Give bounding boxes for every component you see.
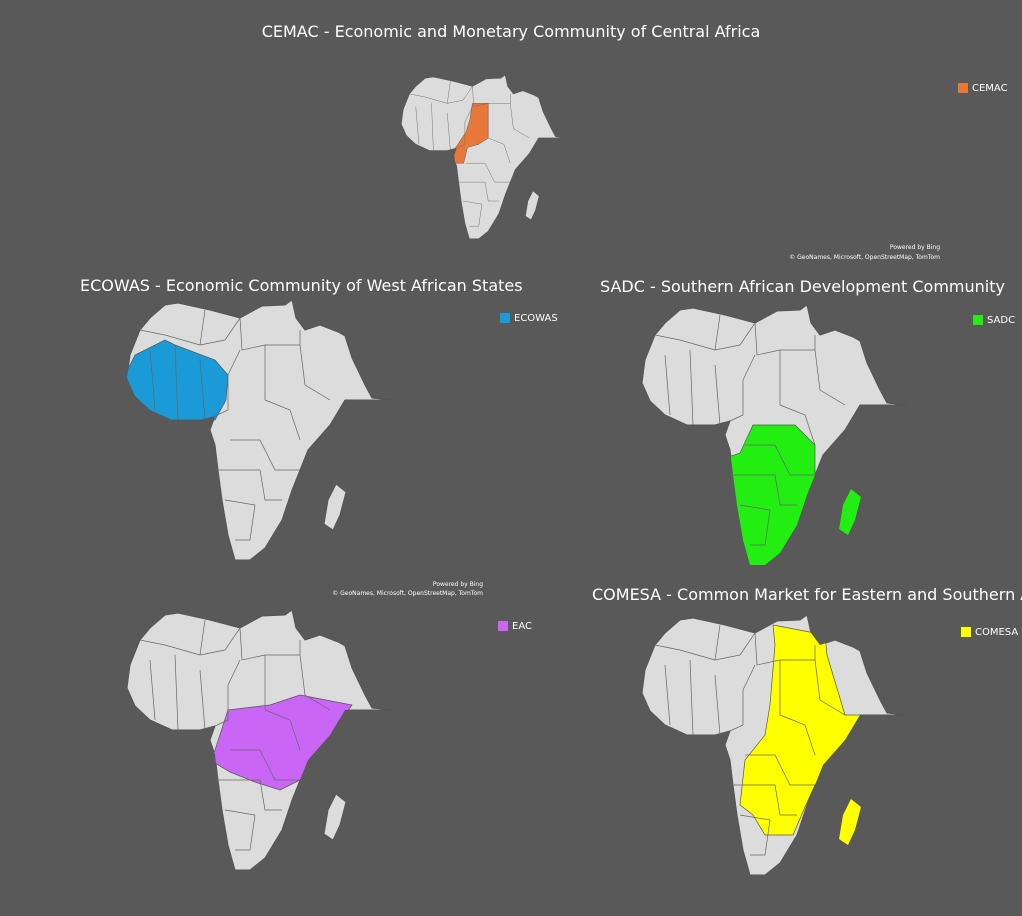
country-border: [488, 137, 511, 164]
country-border: [739, 632, 756, 656]
legend-label: CEMAC: [972, 83, 1008, 94]
country-border: [456, 181, 499, 202]
country-border: [215, 469, 282, 501]
africa-map: [126, 299, 393, 561]
country-border: [227, 659, 241, 686]
continent: [126, 299, 393, 561]
country-border: [745, 444, 815, 476]
country-border: [409, 93, 464, 104]
country-border: [730, 784, 797, 816]
country-border: [174, 654, 179, 731]
country-border: [264, 399, 301, 441]
country-border: [714, 364, 721, 426]
attribution: Powered by Bing: [890, 244, 940, 251]
country-border: [730, 474, 797, 506]
legend-swatch: [500, 313, 510, 323]
map-title: COMESA - Common Market for Eastern and S…: [592, 585, 1022, 604]
country-border: [462, 86, 473, 101]
attribution: © GeoNames, Microsoft, OpenStreetMap, To…: [332, 590, 483, 597]
country-border: [714, 624, 721, 661]
country-border: [714, 674, 721, 736]
country-border: [230, 749, 300, 781]
country-border: [149, 659, 156, 721]
island: [323, 483, 347, 531]
country-border: [689, 659, 694, 736]
country-border: [462, 200, 483, 227]
country-border: [264, 709, 301, 751]
country-border: [689, 349, 694, 426]
country-border: [299, 654, 331, 711]
country-border: [466, 162, 511, 183]
africa-map: [641, 304, 908, 566]
country-border: [742, 354, 756, 381]
country-border: [742, 664, 756, 691]
country-border: [814, 349, 846, 406]
africa-map: [400, 74, 569, 240]
legend-swatch: [961, 627, 971, 637]
legend-swatch: [498, 621, 508, 631]
legend-swatch: [973, 315, 983, 325]
country-border: [739, 322, 756, 346]
country-border: [215, 779, 282, 811]
map-title: CEMAC - Economic and Monetary Community …: [262, 22, 761, 41]
attribution: Powered by Bing: [433, 581, 483, 588]
legend-label: SADC: [987, 315, 1015, 326]
country-border: [814, 659, 846, 716]
country-border: [139, 329, 226, 346]
country-border: [714, 314, 721, 351]
country-border: [464, 106, 473, 123]
country-border: [199, 619, 206, 656]
country-border: [729, 690, 744, 732]
map-title: SADC - Southern African Development Comm…: [600, 277, 1005, 296]
country-border: [431, 103, 434, 151]
country-border: [779, 714, 816, 756]
island: [323, 793, 347, 841]
country-border: [149, 349, 156, 411]
legend-label: ECOWAS: [514, 313, 558, 324]
country-border: [227, 349, 241, 376]
country-border: [729, 380, 744, 422]
country-border: [739, 504, 771, 546]
continent: [400, 74, 569, 240]
country-border: [415, 106, 420, 145]
legend-label: COMESA: [975, 627, 1018, 638]
country-border: [199, 309, 206, 346]
map-title: ECOWAS - Economic Community of West Afri…: [80, 276, 523, 295]
attribution: © GeoNames, Microsoft, OpenStreetMap, To…: [789, 254, 940, 261]
country-border: [230, 439, 300, 471]
island: [525, 190, 540, 221]
country-border: [199, 359, 206, 421]
country-border: [199, 669, 206, 731]
legend-swatch: [958, 83, 968, 93]
country-border: [224, 499, 256, 541]
country-border: [214, 375, 229, 417]
country-border: [447, 112, 451, 151]
country-border: [779, 404, 816, 446]
country-border: [224, 627, 241, 651]
africa-map: [126, 609, 393, 871]
legend-label: EAC: [512, 621, 532, 632]
country-border: [174, 344, 179, 421]
country-border: [654, 334, 741, 351]
country-border: [510, 103, 530, 139]
country-border: [664, 664, 671, 726]
country-border: [745, 754, 815, 786]
country-border: [664, 354, 671, 416]
africa-map: [641, 614, 908, 876]
country-border: [654, 644, 741, 661]
country-border: [739, 814, 771, 856]
country-border: [139, 639, 226, 656]
country-border: [224, 809, 256, 851]
country-border: [447, 81, 451, 104]
country-border: [214, 685, 229, 727]
country-border: [299, 344, 331, 401]
country-border: [456, 122, 466, 149]
country-border: [224, 317, 241, 341]
